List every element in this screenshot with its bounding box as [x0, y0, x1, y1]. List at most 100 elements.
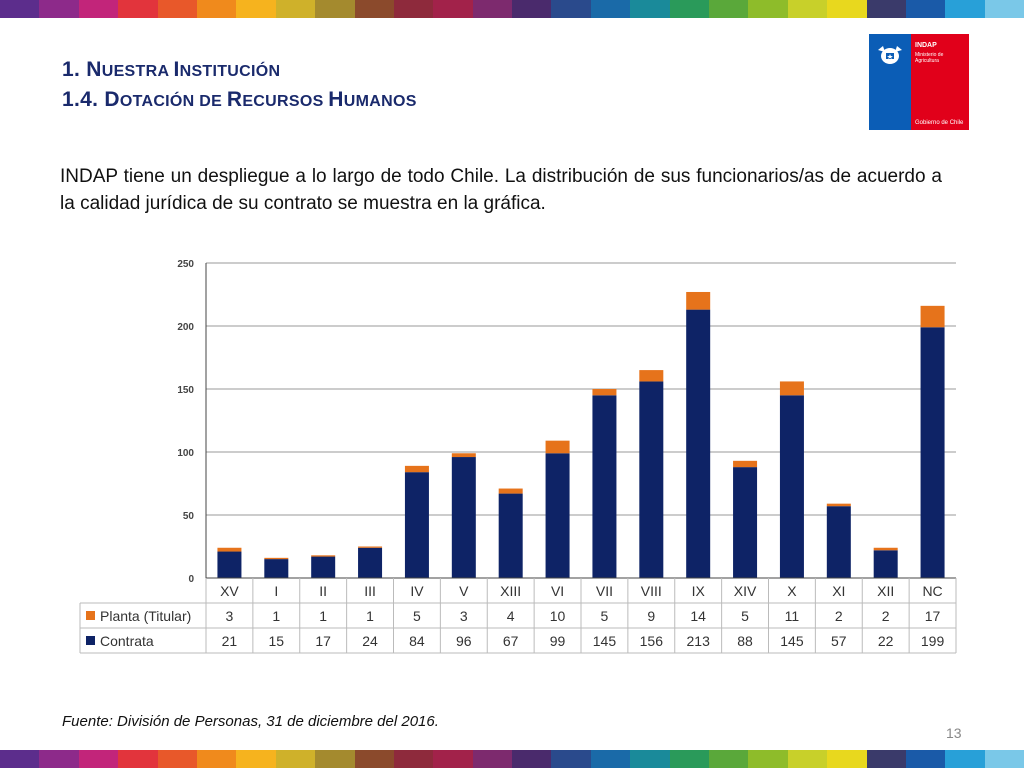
table-value: 1 [366, 608, 374, 624]
x-category-label: XI [832, 583, 845, 599]
x-category-label: IX [692, 583, 706, 599]
bar-contrata [873, 550, 898, 578]
top-color-stripe [0, 0, 1024, 18]
bottom-color-stripe [0, 750, 1024, 768]
source-note: Fuente: División de Personas, 31 de dici… [62, 713, 439, 730]
bar-contrata [826, 506, 851, 578]
y-tick-label: 150 [177, 385, 194, 396]
logo-government: Gobierno de Chile [915, 120, 964, 126]
stripe-segment [748, 750, 788, 768]
stripe-segment [827, 0, 867, 18]
table-value: 11 [785, 608, 800, 624]
stripe-segment [78, 750, 119, 768]
stripe-segment [393, 750, 434, 768]
bar-planta [264, 557, 289, 560]
stripe-segment [905, 0, 946, 18]
y-tick-label: 100 [177, 448, 194, 459]
stripe-segment [512, 0, 552, 18]
table-value: 57 [831, 633, 847, 649]
stripe-segment [787, 0, 828, 18]
bar-planta [920, 305, 945, 328]
stripe-segment [905, 750, 946, 768]
table-value: 21 [222, 633, 238, 649]
bar-contrata [498, 493, 523, 578]
bar-planta [686, 291, 711, 310]
x-category-label: XIV [734, 583, 757, 599]
bar-planta [873, 547, 898, 551]
bar-contrata [264, 559, 289, 578]
stripe-segment [984, 750, 1024, 768]
table-value: 156 [640, 633, 664, 649]
bar-contrata [545, 453, 570, 578]
table-value: 84 [409, 633, 425, 649]
y-tick-label: 200 [177, 322, 194, 333]
stripe-segment [118, 0, 158, 18]
bar-contrata [639, 381, 664, 578]
logo-red-panel: INDAP Ministerio de Agricultura Gobierno… [911, 34, 969, 130]
stripe-segment [275, 750, 316, 768]
x-category-label: VIII [641, 583, 662, 599]
table-value: 3 [460, 608, 468, 624]
slide-title: 1. NUESTRA INSTITUCIÓN [62, 58, 281, 81]
bar-planta [826, 503, 851, 507]
table-value: 145 [593, 633, 617, 649]
table-value: 1 [272, 608, 280, 624]
indap-logo: INDAP Ministerio de Agricultura Gobierno… [869, 34, 969, 130]
bar-planta [217, 547, 242, 552]
y-tick-label: 250 [177, 259, 194, 270]
x-category-label: X [787, 583, 797, 599]
stripe-segment [709, 750, 749, 768]
bar-contrata [217, 551, 242, 578]
x-category-label: VII [596, 583, 613, 599]
stripe-segment [472, 750, 513, 768]
stripe-segment [354, 750, 394, 768]
table-value: 96 [456, 633, 472, 649]
table-value: 22 [878, 633, 894, 649]
table-value: 145 [780, 633, 804, 649]
table-value: 17 [315, 633, 331, 649]
stripe-segment [0, 750, 40, 768]
bar-contrata [779, 395, 804, 578]
bar-planta [779, 381, 804, 396]
stripe-segment [236, 750, 276, 768]
stripe-segment [275, 0, 316, 18]
stripe-segment [630, 0, 670, 18]
page-number: 13 [946, 725, 962, 741]
y-tick-label: 50 [183, 511, 195, 522]
bar-planta [498, 488, 523, 494]
stripe-segment [945, 750, 985, 768]
stripe-segment [787, 750, 828, 768]
table-value: 67 [503, 633, 519, 649]
x-category-label: III [364, 583, 376, 599]
stripe-segment [433, 0, 473, 18]
table-value: 15 [269, 633, 285, 649]
bar-planta [639, 370, 664, 382]
stripe-segment [157, 750, 197, 768]
table-value: 14 [690, 608, 706, 624]
stripe-segment [512, 750, 552, 768]
stripe-segment [748, 0, 788, 18]
table-value: 24 [362, 633, 378, 649]
table-value: 1 [319, 608, 327, 624]
bar-contrata [451, 457, 476, 578]
x-category-label: VI [551, 583, 564, 599]
legend-swatch [86, 636, 95, 645]
stripe-segment [866, 750, 906, 768]
table-value: 99 [550, 633, 566, 649]
x-category-label: II [319, 583, 327, 599]
bar-contrata [311, 556, 336, 578]
x-category-label: I [274, 583, 278, 599]
table-value: 2 [882, 608, 890, 624]
bar-planta [545, 440, 570, 454]
table-value: 2 [835, 608, 843, 624]
bar-contrata [404, 472, 429, 578]
stripe-segment [866, 0, 906, 18]
stripe-segment [709, 0, 749, 18]
stripe-segment [551, 750, 591, 768]
table-value: 17 [925, 608, 941, 624]
x-category-label: IV [410, 583, 424, 599]
stripe-segment [39, 0, 79, 18]
stripe-segment [590, 0, 631, 18]
table-value: 9 [647, 608, 655, 624]
x-category-label: XII [877, 583, 894, 599]
